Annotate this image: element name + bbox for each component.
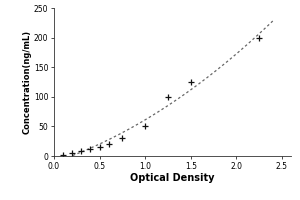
Y-axis label: Concentration(ng/mL): Concentration(ng/mL) bbox=[22, 30, 31, 134]
X-axis label: Optical Density: Optical Density bbox=[130, 173, 215, 183]
